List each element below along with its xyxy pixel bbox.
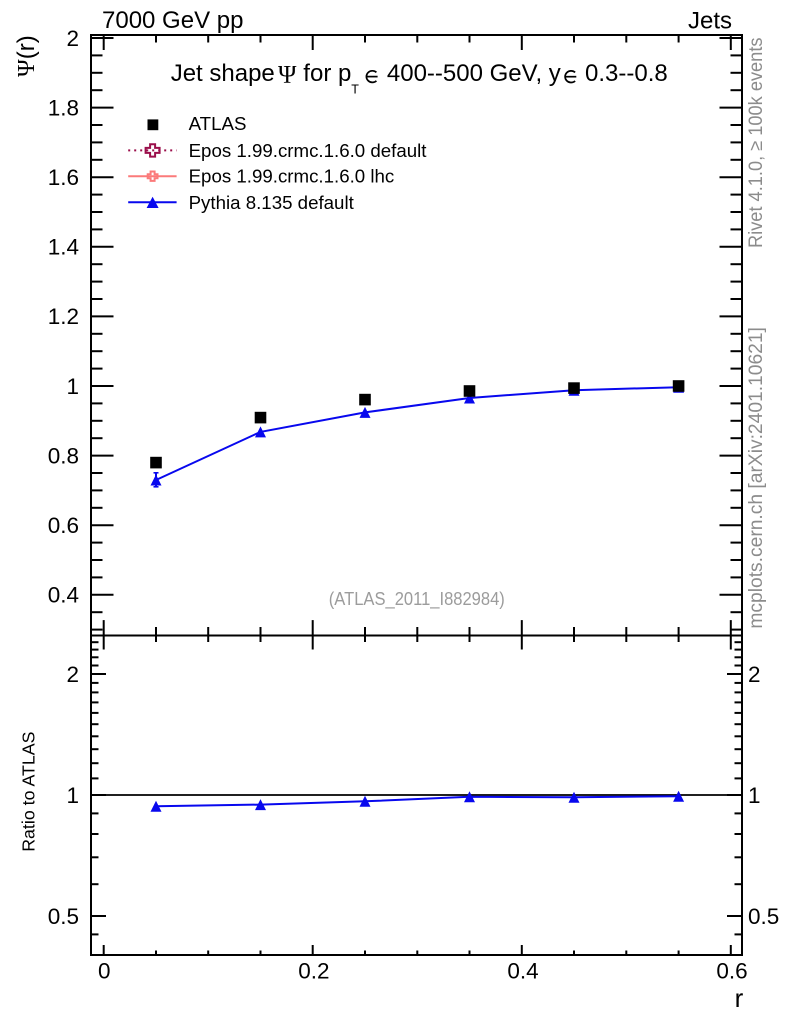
svg-text:1: 1	[66, 374, 79, 399]
svg-text:0.4: 0.4	[507, 959, 538, 984]
svg-text:ATLAS: ATLAS	[189, 113, 247, 134]
svg-text:0.5: 0.5	[48, 904, 79, 929]
svg-text:Epos 1.99.crmc.1.6.0 lhc: Epos 1.99.crmc.1.6.0 lhc	[189, 166, 395, 187]
svg-text:1.6: 1.6	[48, 165, 79, 190]
svg-text:2: 2	[66, 662, 79, 687]
svg-text:Epos 1.99.crmc.1.6.0 default: Epos 1.99.crmc.1.6.0 default	[189, 140, 428, 161]
svg-text:1: 1	[748, 783, 761, 808]
svg-text:400--500 GeV, y: 400--500 GeV, y	[387, 60, 561, 87]
svg-text:2: 2	[66, 26, 79, 51]
svg-text:Ψ: Ψ	[278, 62, 297, 89]
svg-text:for p: for p	[303, 60, 351, 87]
svg-text:0.6: 0.6	[716, 959, 747, 984]
svg-text:0.8: 0.8	[48, 443, 79, 468]
svg-text:mcplots.cern.ch [arXiv:2401.10: mcplots.cern.ch [arXiv:2401.10621]	[746, 327, 767, 629]
svg-text:1.8: 1.8	[48, 95, 79, 120]
svg-text:Ψ(r): Ψ(r)	[13, 35, 40, 77]
svg-text:0: 0	[98, 959, 111, 984]
svg-text:1: 1	[66, 783, 79, 808]
svg-text:0.6: 0.6	[48, 513, 79, 538]
svg-text:Pythia 8.135 default: Pythia 8.135 default	[189, 192, 355, 213]
svg-text:1.2: 1.2	[48, 304, 79, 329]
svg-text:1.4: 1.4	[48, 235, 79, 260]
svg-text:2: 2	[748, 662, 761, 687]
svg-text:Rivet 4.1.0, ≥ 100k events: Rivet 4.1.0, ≥ 100k events	[746, 38, 767, 249]
svg-text:0.5: 0.5	[748, 904, 779, 929]
svg-text:Jet shape: Jet shape	[171, 60, 275, 87]
svg-text:0.3--0.8: 0.3--0.8	[585, 60, 668, 87]
svg-text:r: r	[735, 983, 744, 1013]
svg-text:Ratio to ATLAS: Ratio to ATLAS	[19, 731, 39, 851]
svg-text:Jets: Jets	[688, 8, 732, 35]
svg-text:0.2: 0.2	[298, 959, 329, 984]
svg-text:T: T	[351, 82, 359, 96]
svg-text:0.4: 0.4	[48, 583, 79, 608]
svg-text:(ATLAS_2011_I882984): (ATLAS_2011_I882984)	[329, 589, 505, 610]
svg-text:7000 GeV pp: 7000 GeV pp	[102, 7, 243, 34]
